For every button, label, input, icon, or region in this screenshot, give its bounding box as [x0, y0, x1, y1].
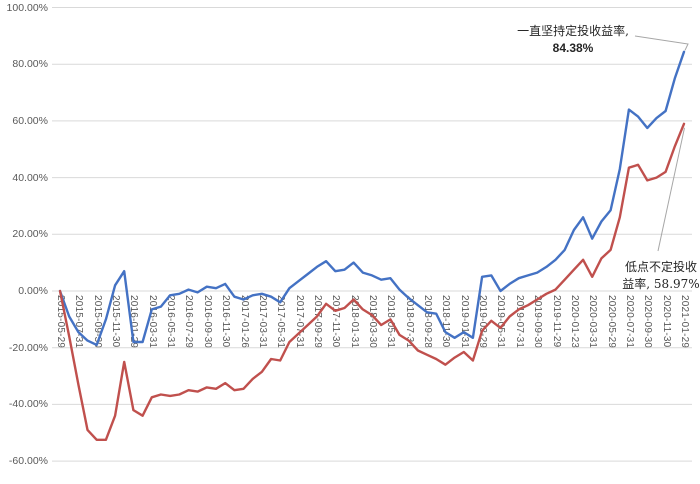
x-axis-tick-label: 2015-11-30 [110, 295, 122, 348]
y-axis-tick-label: 40.00% [12, 171, 48, 184]
annotation-text: 一直坚持定投收益率, [517, 24, 629, 38]
x-axis-tick-label: 2020-07-31 [623, 295, 635, 349]
x-axis-tick-label: 2015-07-31 [73, 295, 85, 349]
annotation-value: 益率, 58.97% [622, 277, 700, 291]
x-axis-tick-label: 2019-05-31 [495, 295, 507, 349]
x-axis-tick-label: 2020-03-31 [587, 295, 599, 349]
y-axis-tick-label: -60.00% [8, 455, 48, 468]
x-axis-tick-label: 2020-05-29 [605, 295, 617, 349]
x-axis-tick-label: 2018-03-30 [367, 295, 378, 349]
x-axis-tick-label: 2021-01-29 [679, 295, 690, 349]
x-axis-tick-label: 2016-05-31 [165, 295, 177, 349]
x-axis-tick-label: 2019-11-29 [550, 295, 562, 348]
x-axis-tick-label: 2016-01-29 [128, 295, 140, 349]
leader-line-lowpoint-series [657, 127, 685, 252]
annotation-lowpoint-series: 低点不定投收 益率, 58.97% [602, 259, 700, 293]
x-axis-tick-label: 2016-07-29 [183, 295, 195, 349]
x-axis-tick-label: 2019-03-29 [477, 295, 489, 349]
y-axis-tick-label: 20.00% [12, 228, 48, 241]
series-line-1 [58, 122, 686, 441]
x-axis-tick-label: 2016-11-30 [220, 295, 232, 348]
x-axis-tick-label: 2018-05-31 [385, 295, 397, 349]
x-axis-tick-label: 2018-09-28 [422, 295, 434, 349]
x-axis-tick-label: 2019-09-30 [532, 295, 544, 349]
x-axis-tick-label: 2017-03-31 [256, 295, 268, 349]
y-axis-tick-label: -40.00% [8, 398, 48, 411]
x-axis-tick-label: 2018-01-31 [348, 295, 360, 349]
y-axis-tick-label: 80.00% [12, 58, 48, 71]
x-axis-tick-label: 2017-11-30 [330, 295, 342, 348]
x-axis-tick-label: 2019-07-31 [513, 295, 525, 349]
annotation-text: 低点不定投收 [624, 260, 697, 274]
x-axis-tick-label: 2020-01-23 [568, 295, 580, 349]
x-axis-tick-label: 2018-11-30 [440, 295, 452, 348]
x-axis-tick-label: 2018-07-31 [403, 295, 415, 349]
annotation-hold-series: 一直坚持定投收益率, 84.38% [498, 23, 648, 57]
y-axis-tick-label: 60.00% [12, 114, 48, 127]
annotation-value: 84.38% [552, 41, 594, 55]
x-axis-tick-label: 2016-03-31 [146, 295, 158, 349]
x-axis-tick-label: 2017-01-26 [238, 295, 250, 349]
x-axis-tick-label: 2015-05-29 [55, 295, 66, 349]
x-axis-tick-label: 2015-09-30 [91, 295, 103, 349]
x-axis-tick-label: 2020-09-30 [642, 295, 654, 349]
x-axis-tick-label: 2016-09-30 [201, 295, 213, 349]
x-axis-tick-label: 2017-09-29 [311, 295, 323, 349]
y-axis-tick-label: -20.00% [8, 341, 48, 354]
y-axis-tick-label: 100.00% [6, 1, 48, 14]
x-axis-tick-label: 2020-11-30 [660, 295, 672, 348]
y-axis-tick-label: 0.00% [18, 285, 48, 297]
x-axis-tick-label: 2017-05-31 [275, 295, 287, 349]
x-axis-tick-label: 2017-07-31 [293, 295, 305, 349]
x-axis-tick-label: 2019-01-31 [458, 295, 470, 349]
